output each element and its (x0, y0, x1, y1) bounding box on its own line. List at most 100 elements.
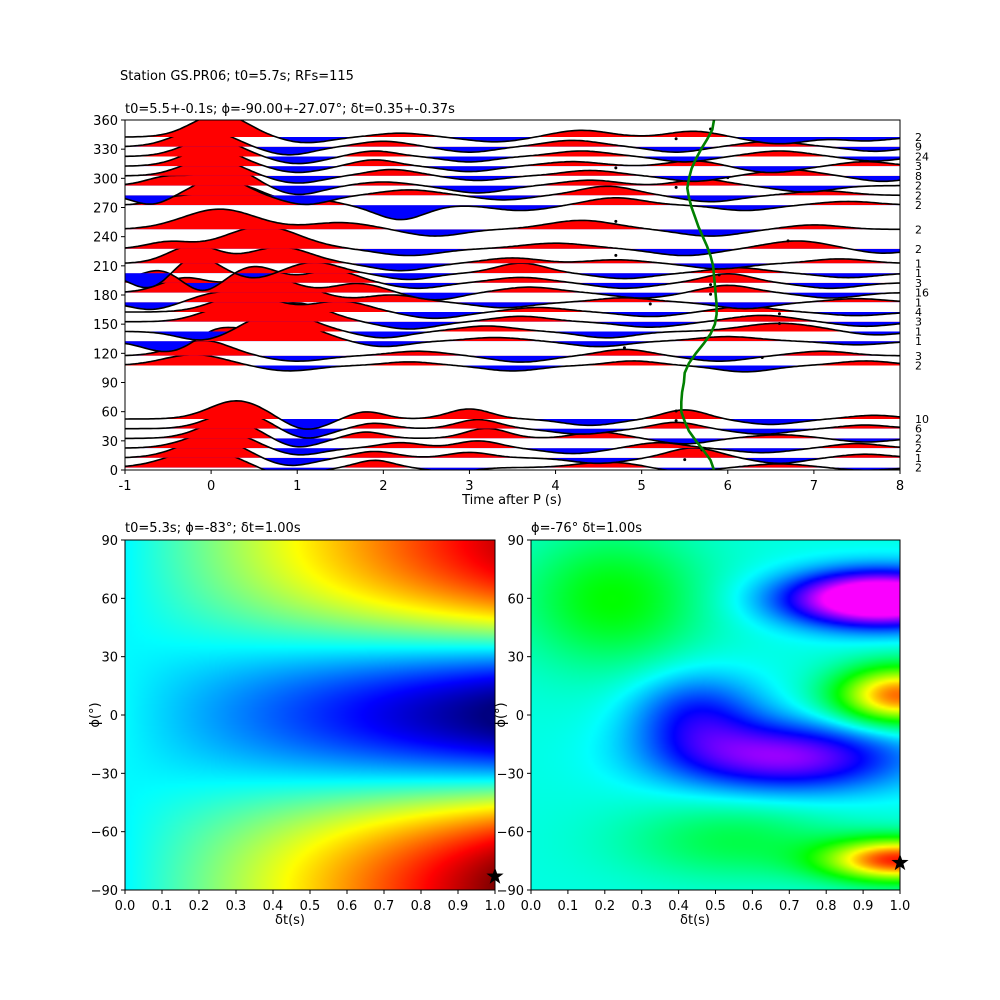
trace-fill-positive (138, 411, 900, 429)
figure-suptitle: Station GS.PR06; t0=5.7s; RFs=115 (120, 69, 354, 84)
x-tick-label: 0.2 (594, 899, 615, 914)
trace-line (125, 430, 900, 456)
delay-time-curve (680, 120, 718, 470)
trace-count-label: 2 (915, 189, 922, 202)
left-map-canvas-wrap (125, 540, 495, 890)
trace-fill-negative (184, 282, 900, 291)
trace-fill-negative (125, 166, 900, 173)
trace-fill-negative (125, 438, 900, 447)
x-tick-label: 0.3 (631, 899, 652, 914)
trace-line (125, 120, 900, 145)
trace-count-label: 1 (915, 325, 922, 338)
left-map-axes: 0.0 0.1 0.2 0.3 0.4 0.5 0.6 0.7 0.8 0.9 1.0 −90 −60 −… (91, 534, 506, 914)
trace-count-label: 2 (915, 243, 922, 256)
x-tick-label: 0.1 (558, 899, 579, 914)
trace-count-label: 3 (915, 277, 922, 290)
x-tick-label: 0.7 (374, 899, 395, 914)
x-tick-label: 7 (810, 479, 818, 494)
left-map-title: t0=5.3s; ϕ=-83°; δt=1.00s (125, 521, 301, 536)
trace-fill-negative (125, 273, 900, 288)
x-tick-label: -1 (119, 479, 132, 494)
x-tick-label: 6 (724, 479, 732, 494)
trace-count-label: 2 (915, 223, 922, 236)
trace-fill-positive (125, 311, 900, 332)
right-map-x-label: δt(s) (680, 913, 710, 928)
x-tick-label: 0.7 (779, 899, 800, 914)
trace-pick-dot (709, 283, 713, 287)
x-tick-label: 8 (896, 479, 904, 494)
trace-fill-negative (125, 185, 900, 195)
trace-fill-negative (249, 365, 808, 372)
trace-count-label: 2 (915, 359, 922, 372)
y-tick-label: 120 (93, 347, 118, 362)
trace-fill-positive (193, 322, 797, 342)
y-tick-label: 150 (93, 318, 118, 333)
trace-line (125, 176, 900, 206)
trace-fill-positive (125, 293, 804, 313)
x-tick-label: 0.9 (448, 899, 469, 914)
receiver-function-panel: t0=5.5+-0.1s; ϕ=-90.00+-27.07°; δt=0.35+… (93, 102, 929, 508)
x-tick-label: 0 (207, 479, 215, 494)
x-tick-label: 1.0 (890, 899, 911, 914)
trace-count-label: 3 (915, 350, 922, 363)
trace-fill-negative (125, 263, 900, 271)
trace-pick-dot (674, 185, 678, 189)
y-tick-label: 90 (101, 377, 118, 392)
right-map-title: ϕ=-76° δt=1.00s (531, 521, 642, 536)
right-map-axes: 0.0 0.1 0.2 0.3 0.4 0.5 0.6 0.7 0.8 0.9 1.0 −90 −60 −… (497, 534, 911, 914)
trace-count-label: 2 (915, 432, 922, 445)
right-map-y-label: ϕ(°) (494, 702, 509, 727)
trace-count-label: 3 (915, 316, 922, 329)
y-tick-label: −30 (91, 767, 118, 782)
trace-pick-dot (674, 419, 678, 423)
trace-fill-negative (125, 312, 900, 319)
x-tick-label: 0.0 (521, 899, 542, 914)
trace-pick-dot (622, 346, 626, 350)
trace-line (125, 208, 900, 237)
trace-count-label: 1 (915, 452, 922, 465)
x-tick-label: 0.6 (742, 899, 763, 914)
trace-line (125, 184, 900, 221)
trace-group (125, 120, 900, 470)
trace-fill-positive (125, 244, 900, 264)
x-tick-label: 0.5 (300, 899, 321, 914)
x-tick-label: 2 (379, 479, 387, 494)
y-tick-label: 60 (101, 406, 118, 421)
y-tick-label: 90 (101, 534, 118, 549)
trace-count-label: 1 (915, 257, 922, 270)
y-tick-label: 0 (110, 464, 118, 479)
y-tick-label: −60 (497, 826, 524, 841)
x-tick-label: 0.8 (816, 899, 837, 914)
trace-fill-positive (125, 340, 900, 356)
trace-count-label: 1 (915, 335, 922, 348)
trace-fill-negative (125, 448, 900, 455)
trace-fill-positive (125, 177, 900, 196)
trace-count-label: 10 (915, 413, 929, 426)
trace-line (125, 265, 900, 292)
trace-fill-positive (125, 120, 733, 138)
trace-fill-positive (125, 430, 900, 449)
trace-line (125, 137, 900, 165)
x-tick-label: 0.3 (226, 899, 247, 914)
trace-line (125, 353, 900, 373)
trace-fill-negative (397, 292, 900, 300)
trace-line (125, 437, 900, 467)
x-tick-label: 0.4 (263, 899, 284, 914)
trace-pick-dot (674, 137, 678, 141)
top-x-axis-label: Time after P (s) (461, 493, 562, 508)
trace-count-label: 16 (915, 287, 929, 300)
x-tick-label: 0.9 (853, 899, 874, 914)
energy-map-right: ϕ=-76° δt=1.00s 0.0 0.1 0.2 0.3 0.4 0.5 0.6 0.7… (494, 521, 910, 928)
trace-line (125, 147, 900, 174)
trace-pick-dot (709, 292, 713, 296)
y-tick-label: 300 (93, 172, 118, 187)
trace-line (125, 399, 900, 430)
trace-pick-dot (614, 253, 618, 257)
trace-pick-dot (777, 321, 781, 325)
y-tick-label: 0 (110, 709, 118, 724)
trace-fill-negative (125, 195, 769, 205)
trace-count-label: 1 (915, 267, 922, 280)
x-tick-label: 0.6 (337, 899, 358, 914)
